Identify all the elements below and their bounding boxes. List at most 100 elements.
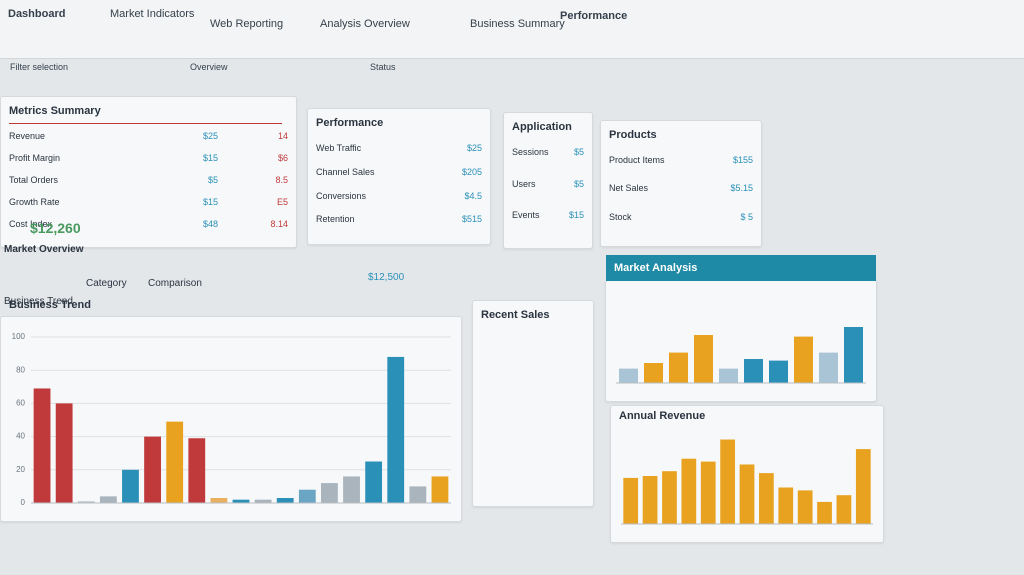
bar — [321, 483, 338, 503]
kpi-label: Cost Index — [9, 219, 53, 229]
card-title: Application — [512, 121, 572, 133]
kpi-label: Web Traffic — [316, 143, 362, 153]
bar — [276, 498, 294, 503]
bar — [642, 476, 658, 524]
kpi-row: Net Sales $5.15 — [609, 183, 753, 197]
bar — [644, 363, 663, 383]
kpi-card: Metrics Summary Revenue $25 14 Profit Margin… — [0, 96, 297, 248]
kpi-value: $6 — [277, 153, 288, 163]
chart-card: Annual Revenue — [610, 405, 884, 543]
kpi-row: Total Orders $5 8.5 — [9, 175, 288, 189]
kpi-value: 14 — [277, 131, 288, 141]
chart-header: Market Analysis — [606, 255, 876, 281]
kpi-value: $5 — [573, 147, 584, 157]
chart: 0 20 40 60 80 100 — [12, 332, 451, 507]
kpi-row: Events $15 — [512, 210, 584, 224]
kpi-value: $4.5 — [464, 190, 482, 201]
bar — [700, 461, 716, 524]
bar — [166, 421, 184, 503]
kpi-label: Growth Rate — [9, 197, 60, 207]
kpi-label: Net Sales — [609, 183, 649, 194]
section-total: $12,500 — [368, 272, 405, 283]
chart-title: Business Trend — [9, 299, 91, 311]
filter[interactable]: Status — [370, 62, 396, 72]
kpi-row: Product Items $155 — [609, 155, 753, 169]
bar — [365, 461, 383, 503]
bar — [188, 438, 206, 503]
bar — [855, 449, 871, 524]
kpi-card: Application Sessions $5 Users $5 Events $15 — [503, 112, 593, 249]
bar — [409, 486, 427, 503]
kpi-label: Revenue — [9, 131, 46, 141]
bar — [232, 499, 250, 503]
bar — [144, 436, 161, 503]
bar — [662, 471, 677, 524]
y-tick-label: 0 — [21, 498, 26, 507]
kpi-value: $5 — [573, 178, 584, 189]
kpi-value: $5 — [207, 175, 218, 185]
chart-title: Annual Revenue — [619, 410, 706, 422]
bar — [759, 473, 774, 524]
bar — [844, 327, 863, 383]
y-tick-label: 40 — [16, 432, 25, 441]
chart-title: Market Analysis — [614, 262, 698, 274]
nav-tab[interactable]: Dashboard — [8, 8, 66, 20]
kpi-label: Conversions — [316, 190, 367, 201]
kpi-value: $48 — [202, 219, 218, 229]
section-tab[interactable]: Category — [86, 278, 127, 289]
card-rule — [9, 123, 282, 124]
bar — [739, 464, 755, 524]
kpi-card: Performance Web Traffic $25 Channel Sales $2… — [307, 108, 491, 245]
y-tick-label: 100 — [12, 332, 26, 341]
nav-tab[interactable]: Analysis Overview — [320, 18, 410, 30]
kpi-label: Profit Margin — [9, 153, 61, 163]
kpi-value: $ 5 — [740, 211, 753, 222]
kpi-value: 8.14 — [270, 219, 288, 229]
kpi-row: Channel Sales $205 — [316, 167, 482, 181]
bar — [33, 388, 51, 503]
bar — [836, 495, 852, 524]
bar — [77, 501, 95, 503]
y-tick-label: 80 — [16, 365, 25, 374]
nav-tab[interactable]: Market Indicators — [110, 8, 195, 20]
filter[interactable]: Overview — [190, 62, 228, 72]
card-title: Metrics Summary — [9, 105, 101, 117]
bar — [720, 439, 735, 524]
bar — [794, 336, 813, 383]
kpi-label: Users — [512, 178, 536, 189]
filter[interactable]: Filter selection — [10, 62, 69, 72]
kpi-row: Conversions $4.5 — [316, 191, 482, 205]
bar — [387, 356, 405, 503]
kpi-value: $205 — [461, 166, 482, 177]
kpi-row: Growth Rate $15 E5 — [9, 197, 288, 211]
kpi-label: Product Items — [609, 155, 665, 165]
side-value: $12,260 — [30, 220, 81, 236]
kpi-value: $155 — [732, 155, 753, 165]
chart-card: Business Trend 0 20 40 60 80 100 — [0, 299, 462, 522]
section-tab[interactable]: Comparison — [148, 278, 202, 289]
bar — [694, 335, 713, 383]
kpi-row: Retention $515 — [316, 214, 482, 228]
bar — [819, 352, 838, 383]
bar — [431, 476, 449, 503]
kpi-label: Events — [512, 210, 540, 221]
bar — [769, 360, 788, 383]
kpi-row: Sessions $5 — [512, 147, 584, 161]
bar — [817, 501, 832, 524]
chart — [616, 327, 866, 384]
nav-tab[interactable]: Web Reporting — [210, 18, 284, 30]
kpi-value: $515 — [461, 214, 482, 225]
section-sub: Business Trend — [4, 296, 73, 307]
kpi-value: $15 — [202, 197, 218, 207]
kpi-card: Products Product Items $155 Net Sales $5.15 S… — [600, 120, 762, 247]
kpi-row: Revenue $25 14 — [9, 131, 288, 145]
kpi-label: Retention — [316, 214, 355, 225]
bar — [744, 359, 763, 383]
kpi-label: Channel Sales — [316, 166, 375, 177]
nav-title: Performance — [560, 10, 628, 22]
y-tick-label: 60 — [16, 399, 25, 408]
section-title: Market Overview — [4, 244, 84, 255]
nav-tab[interactable]: Business Summary — [470, 18, 565, 30]
kpi-value: E5 — [276, 197, 288, 207]
